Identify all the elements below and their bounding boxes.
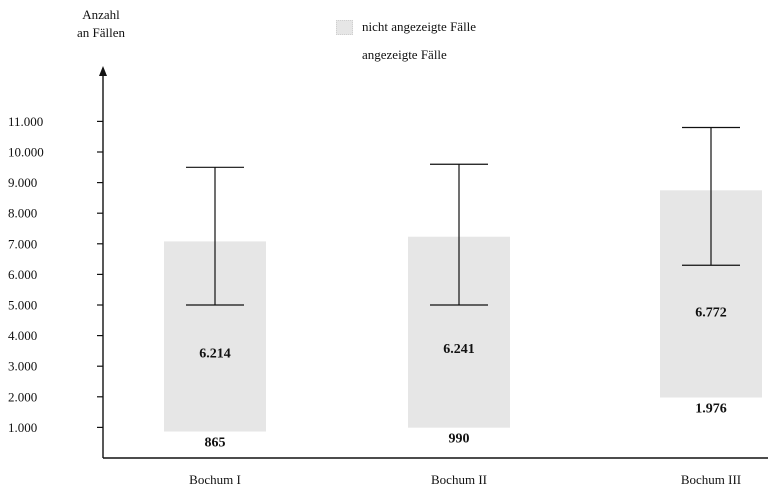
y-tick-label: 6.000 [8, 267, 37, 282]
data-label-hidden-cases: 6.772 [695, 306, 727, 321]
legend-label-reported-cases: angezeigte Fälle [362, 47, 447, 62]
x-tick-label: Bochum II [431, 472, 487, 487]
legend-label-hidden-cases: nicht angezeigte Fälle [362, 19, 477, 34]
y-tick-label: 4.000 [8, 328, 37, 343]
y-axis-title-line-1: Anzahl [82, 7, 120, 22]
data-label-hidden-cases: 6.241 [443, 342, 475, 357]
y-tick-label: 10.000 [8, 145, 44, 160]
x-tick-label: Bochum III [681, 472, 741, 487]
x-tick-label: Bochum I [189, 472, 241, 487]
y-tick-label: 8.000 [8, 206, 37, 221]
y-tick-label: 5.000 [8, 298, 37, 313]
y-tick-label: 2.000 [8, 389, 37, 404]
legend-swatch-hidden-cases [336, 19, 353, 35]
data-label-reported-cases: 990 [449, 432, 470, 447]
legend: nicht angezeigte Fälle angezeigte Fälle [336, 16, 476, 66]
y-axis-title-line-2: an Fällen [76, 25, 125, 40]
y-tick-label: 7.000 [8, 236, 37, 251]
y-tick-label: 9.000 [8, 175, 37, 190]
data-label-reported-cases: 1.976 [695, 402, 727, 417]
legend-item-reported-cases: angezeigte Fälle [336, 44, 476, 66]
y-tick-label: 1.000 [8, 420, 37, 435]
data-label-reported-cases: 865 [205, 436, 226, 451]
y-axis-arrow [99, 66, 107, 76]
y-tick-label: 11.000 [8, 114, 43, 129]
y-axis-title: Anzahl an Fällen [60, 6, 142, 42]
data-label-hidden-cases: 6.214 [199, 346, 231, 361]
legend-item-hidden-cases: nicht angezeigte Fälle [336, 16, 476, 38]
y-tick-label: 3.000 [8, 359, 37, 374]
